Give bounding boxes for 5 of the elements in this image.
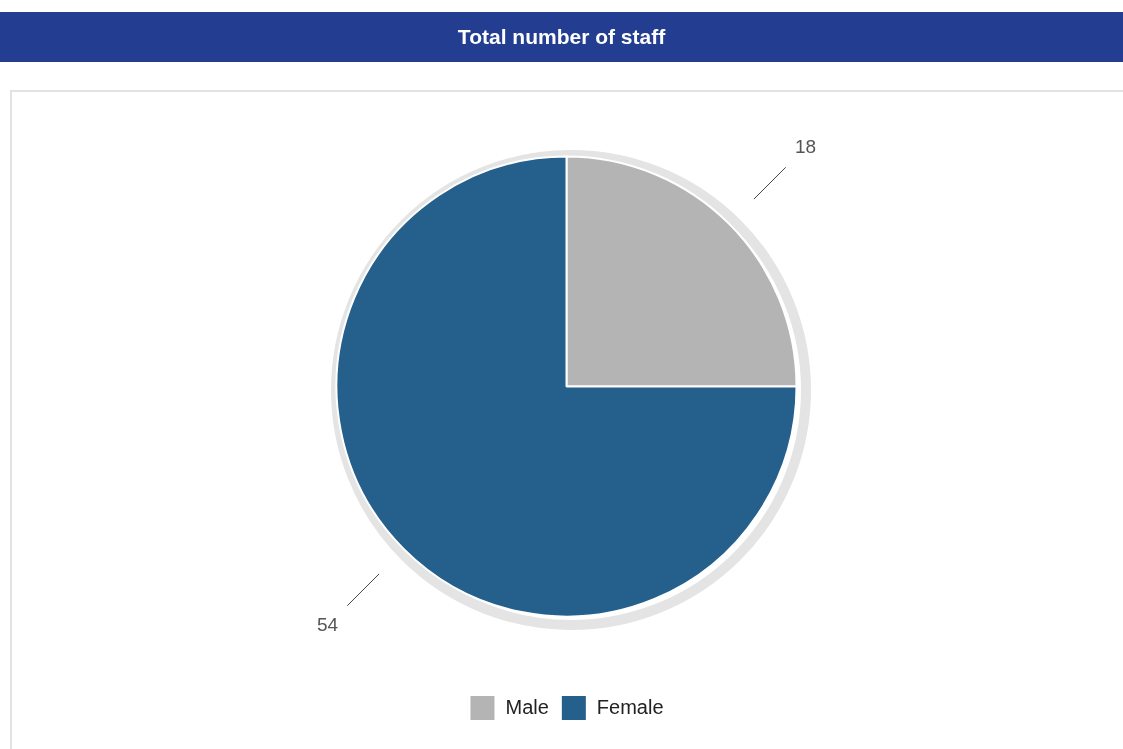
- legend-label: Male: [505, 695, 549, 718]
- data-label: 18: [794, 135, 817, 157]
- chart-title: Total number of staff: [0, 12, 1123, 62]
- legend-label: Female: [596, 695, 664, 718]
- data-label: 54: [316, 613, 339, 635]
